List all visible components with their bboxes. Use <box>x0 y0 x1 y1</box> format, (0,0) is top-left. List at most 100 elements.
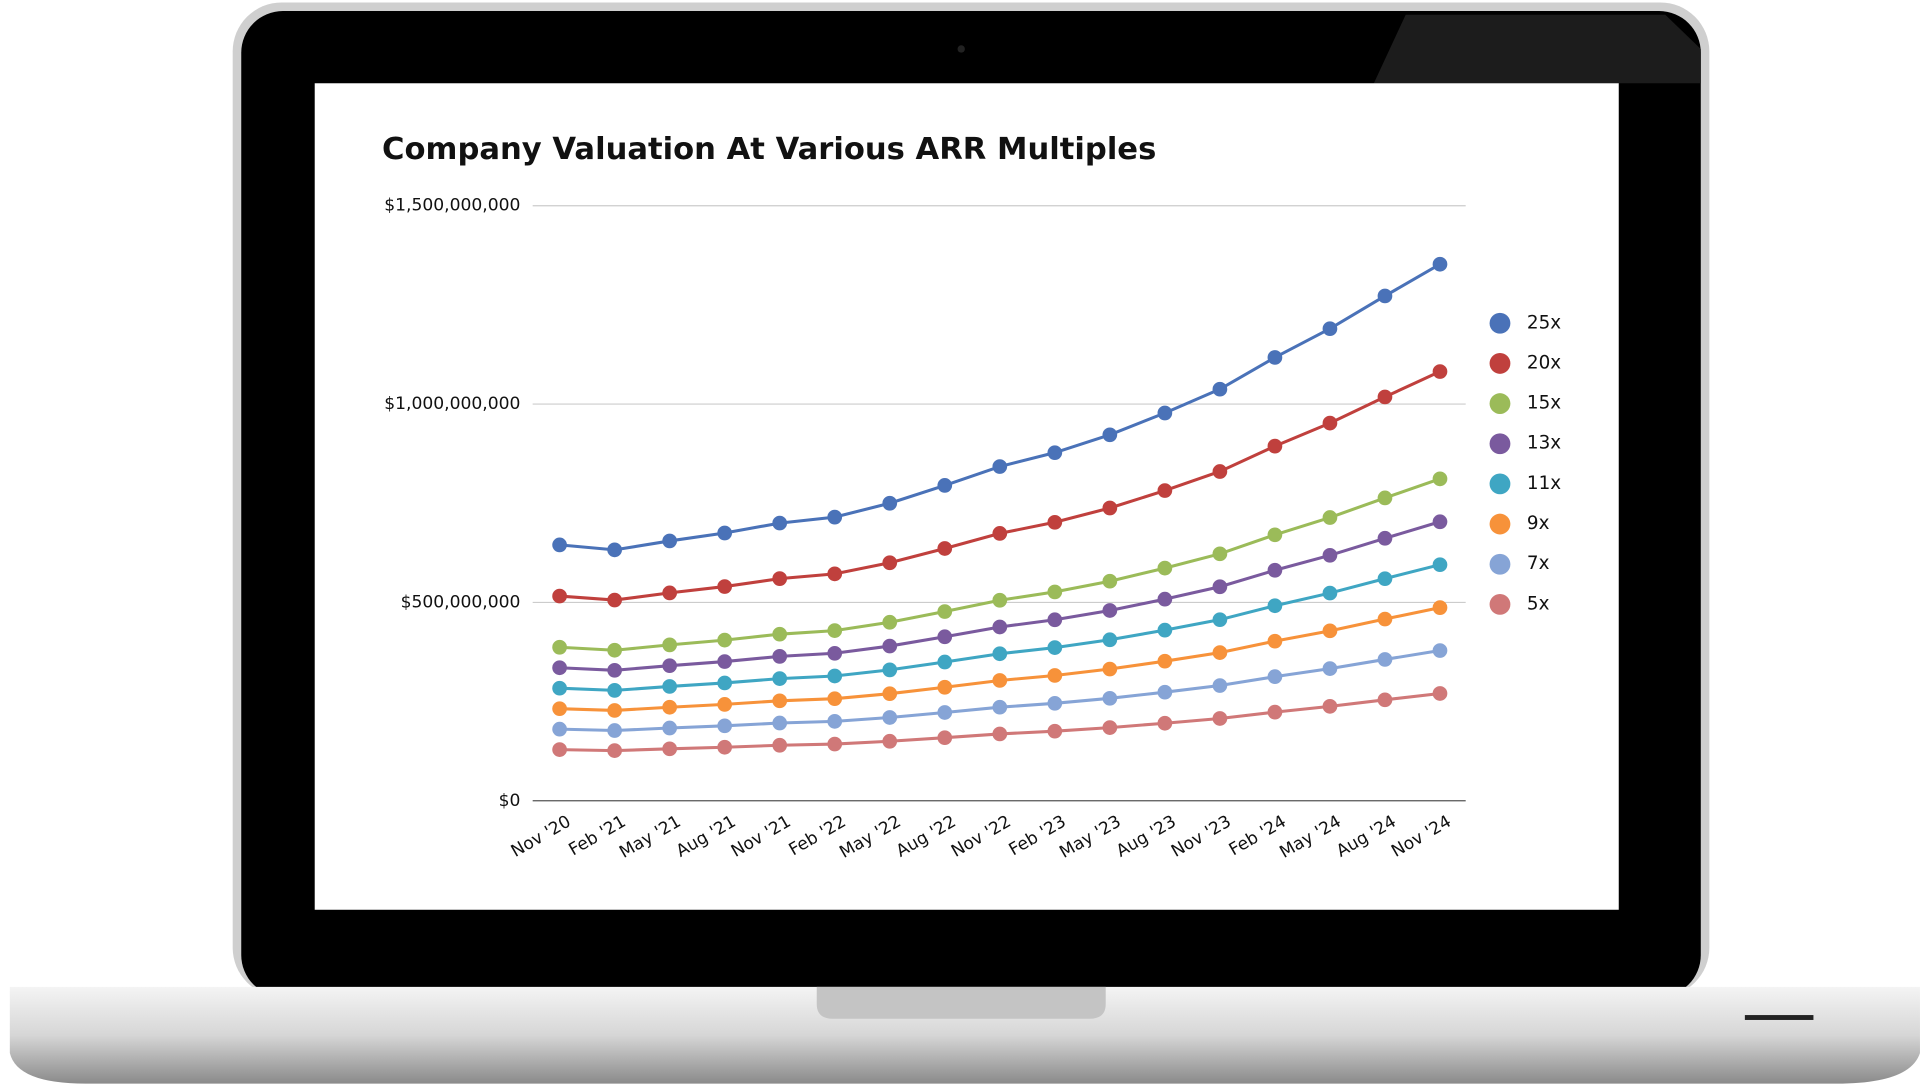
legend-label: 7x <box>1527 553 1550 574</box>
data-point <box>1432 256 1448 272</box>
data-point <box>717 675 733 691</box>
legend-label: 20x <box>1527 352 1561 373</box>
data-point <box>552 680 567 696</box>
data-point <box>992 699 1008 715</box>
data-point <box>882 686 898 702</box>
data-point <box>1157 715 1173 731</box>
data-point <box>882 710 898 725</box>
legend-label: 9x <box>1527 513 1550 534</box>
data-point <box>1267 669 1283 684</box>
data-point <box>882 733 898 749</box>
data-point <box>662 533 678 549</box>
data-point <box>1047 723 1063 739</box>
legend-label: 13x <box>1527 433 1561 454</box>
data-point <box>717 525 733 541</box>
legend-marker <box>1489 353 1511 374</box>
data-point <box>1377 652 1393 667</box>
data-point <box>1432 643 1448 658</box>
data-point <box>1322 585 1338 601</box>
data-point <box>607 662 622 678</box>
legend-marker <box>1489 593 1511 615</box>
legend-marker <box>1489 473 1511 495</box>
data-point <box>717 579 733 594</box>
data-point <box>1212 678 1228 693</box>
legend-label: 15x <box>1527 393 1561 414</box>
data-point <box>882 555 898 571</box>
data-point <box>992 459 1008 474</box>
data-point <box>662 658 678 674</box>
legend-marker <box>1489 393 1511 414</box>
data-point <box>1432 557 1448 573</box>
data-point <box>1212 546 1228 562</box>
data-point <box>1047 695 1063 711</box>
data-point <box>1377 530 1393 546</box>
data-point <box>717 654 733 669</box>
data-point <box>1377 490 1393 506</box>
data-point <box>1102 720 1118 735</box>
data-point <box>1267 527 1283 543</box>
data-point <box>1212 381 1228 397</box>
data-point <box>552 537 567 553</box>
data-point <box>1157 483 1173 498</box>
data-point <box>992 726 1008 742</box>
data-point <box>607 703 622 718</box>
data-point <box>662 585 678 601</box>
data-point <box>1322 547 1338 563</box>
screen <box>314 83 1619 910</box>
y-tick-label: $1,000,000,000 <box>384 394 520 414</box>
data-point <box>1267 350 1283 365</box>
data-point <box>607 592 622 608</box>
data-point <box>1267 633 1283 649</box>
data-point <box>607 743 622 758</box>
y-tick-label: $500,000,000 <box>401 592 521 612</box>
data-point <box>1322 699 1338 714</box>
data-point <box>662 679 678 694</box>
data-point <box>1322 623 1338 639</box>
data-point <box>992 526 1008 541</box>
chart-title: Company Valuation At Various ARR Multipl… <box>382 132 1156 167</box>
data-point <box>552 701 567 717</box>
data-point <box>937 629 953 645</box>
data-point <box>882 662 898 678</box>
legend-marker <box>1489 312 1511 334</box>
data-point <box>1157 622 1173 638</box>
data-point <box>992 646 1008 662</box>
legend-label: 5x <box>1527 593 1550 614</box>
data-point <box>662 720 678 736</box>
data-point <box>937 730 953 746</box>
data-point <box>1377 611 1393 627</box>
data-point <box>1267 562 1283 578</box>
data-point <box>827 623 843 638</box>
data-point <box>1377 389 1393 405</box>
data-point <box>1267 598 1283 614</box>
legend-label: 25x <box>1527 312 1561 333</box>
data-point <box>1102 690 1118 706</box>
data-point <box>882 638 898 654</box>
data-point <box>1322 661 1338 676</box>
data-point <box>1432 364 1448 379</box>
data-point <box>1102 661 1118 677</box>
data-point <box>937 705 953 720</box>
data-point <box>1102 603 1118 618</box>
data-point <box>1047 612 1063 628</box>
legend-marker <box>1489 513 1511 535</box>
data-point <box>717 739 733 755</box>
data-point <box>717 632 733 648</box>
data-point <box>1102 427 1118 443</box>
data-point <box>1047 640 1063 655</box>
data-point <box>1157 405 1173 421</box>
data-point <box>1432 600 1448 615</box>
data-point <box>882 495 898 511</box>
data-point <box>937 679 953 695</box>
data-point <box>827 509 843 525</box>
data-point <box>827 736 843 752</box>
data-point <box>1157 591 1173 607</box>
data-point <box>607 642 622 658</box>
data-point <box>662 741 678 757</box>
data-point <box>1212 579 1228 595</box>
data-point <box>1102 632 1118 648</box>
data-point <box>1267 704 1283 720</box>
legend-label: 11x <box>1527 473 1561 494</box>
data-point <box>1432 686 1448 701</box>
data-point <box>772 571 788 586</box>
